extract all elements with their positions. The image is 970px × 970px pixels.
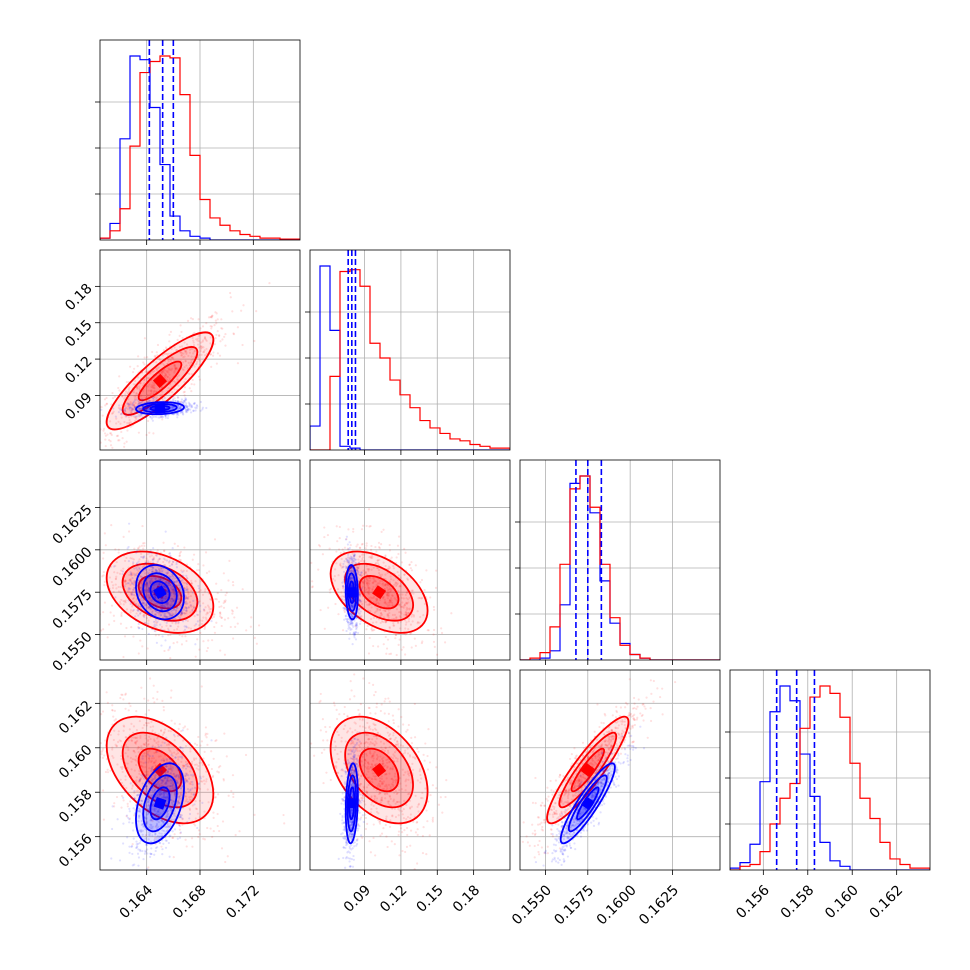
contour-blue-2 [149, 580, 171, 604]
histogram-red-1 [310, 269, 510, 450]
y-tick-label: 0.12 [62, 353, 95, 386]
y-tick-label: 0.09 [62, 390, 95, 423]
density-peak-blue [346, 587, 357, 598]
contour-red-2 [137, 575, 183, 610]
panel-3-2 [519, 669, 721, 875]
panel-frame [309, 459, 511, 661]
contour-red-1 [121, 346, 199, 416]
y-tick-label: 0.156 [56, 831, 96, 871]
grid-lines [520, 460, 720, 660]
density-peak-blue [154, 402, 166, 414]
density-peak-red [152, 762, 168, 778]
contour-red-2 [570, 747, 605, 793]
x-tick-label: 0.156 [733, 882, 773, 922]
x-tick-label: 0.162 [867, 882, 907, 922]
x-tick-label: 0.15 [414, 882, 447, 915]
x-tick-label: 0.1625 [636, 882, 682, 928]
contour-blue-0 [344, 762, 359, 845]
histogram-red-2 [520, 475, 720, 660]
x-tick-label: 0.09 [341, 882, 374, 915]
contour-blue-0 [135, 564, 185, 621]
contour-blue-0 [344, 564, 359, 621]
grid-lines [100, 460, 300, 660]
contour-blue-1 [567, 774, 608, 833]
panel-1-1 [305, 249, 511, 455]
panel-2-0 [95, 459, 301, 665]
panel-2-2 [515, 459, 721, 665]
contour-red-0 [105, 331, 215, 431]
y-tick-label: 0.160 [56, 742, 96, 782]
contour-red-2 [137, 747, 183, 793]
contour-blue-1 [142, 572, 178, 613]
panel-2-1 [309, 459, 511, 665]
contour-red-1 [121, 562, 199, 622]
y-tick-label: 0.1600 [50, 544, 96, 590]
x-tick-label: 0.1600 [594, 882, 640, 928]
y-tick-label: 0.1550 [50, 629, 96, 675]
panel-frame [519, 669, 721, 871]
contour-red-0 [105, 715, 215, 825]
grid-lines [100, 40, 300, 240]
panel-frame [309, 249, 511, 451]
contour-red-0 [105, 550, 215, 634]
x-tick-label: 0.160 [822, 882, 862, 922]
histogram-blue-3 [730, 685, 930, 870]
grid-lines [730, 670, 930, 870]
y-tick-label: 0.158 [56, 787, 96, 827]
density-peak-red [372, 585, 387, 600]
density-peak-blue [153, 585, 167, 600]
contour-blue-0 [559, 762, 616, 845]
histogram-blue-0 [100, 55, 300, 240]
x-tick-label: 0.158 [778, 882, 818, 922]
density-peak-blue [153, 797, 167, 810]
contour-blue-0 [135, 762, 185, 845]
panel-0-0 [95, 39, 301, 245]
density-peak-blue [580, 796, 595, 811]
panel-3-3 [725, 669, 931, 875]
histogram-red-3 [730, 685, 930, 870]
panel-1-0 [95, 249, 301, 455]
density-peak-blue [346, 798, 357, 809]
histogram-blue-1 [310, 265, 510, 450]
panel-frame [729, 669, 931, 871]
contour-red-1 [121, 731, 199, 809]
x-tick-label: 0.12 [377, 882, 410, 915]
density-peak-red [580, 763, 595, 777]
contour-red-2 [137, 360, 183, 402]
panel-frame [519, 459, 721, 661]
y-tick-label: 0.162 [56, 698, 96, 738]
panel-3-0 [95, 669, 301, 875]
grid-lines [310, 670, 510, 870]
x-tick-label: 0.1550 [509, 882, 555, 928]
contour-blue-2 [149, 786, 171, 821]
density-peak-red [372, 762, 387, 778]
y-tick-label: 0.1575 [50, 587, 96, 633]
x-tick-label: 0.164 [117, 882, 157, 922]
density-peak-red [152, 373, 168, 388]
contour-red-0 [329, 550, 429, 634]
panel-frame [309, 669, 511, 871]
grid-lines [100, 670, 300, 870]
contour-blue-1 [142, 774, 178, 833]
y-tick-label: 0.18 [62, 281, 95, 314]
x-tick-label: 0.168 [170, 882, 210, 922]
x-tick-label: 0.172 [223, 882, 263, 922]
x-tick-label: 0.1575 [551, 882, 597, 928]
grid-lines [520, 670, 720, 870]
y-tick-label: 0.15 [62, 317, 95, 350]
contour-red-2 [358, 747, 400, 793]
panel-3-1 [309, 669, 511, 875]
x-tick-label: 0.18 [450, 882, 483, 915]
scatter-red [100, 677, 286, 869]
contour-red-2 [358, 575, 400, 610]
histogram-red-0 [100, 55, 300, 240]
grid-lines [100, 250, 300, 450]
y-tick-label: 0.1625 [50, 502, 96, 548]
contour-blue-0 [135, 401, 185, 416]
